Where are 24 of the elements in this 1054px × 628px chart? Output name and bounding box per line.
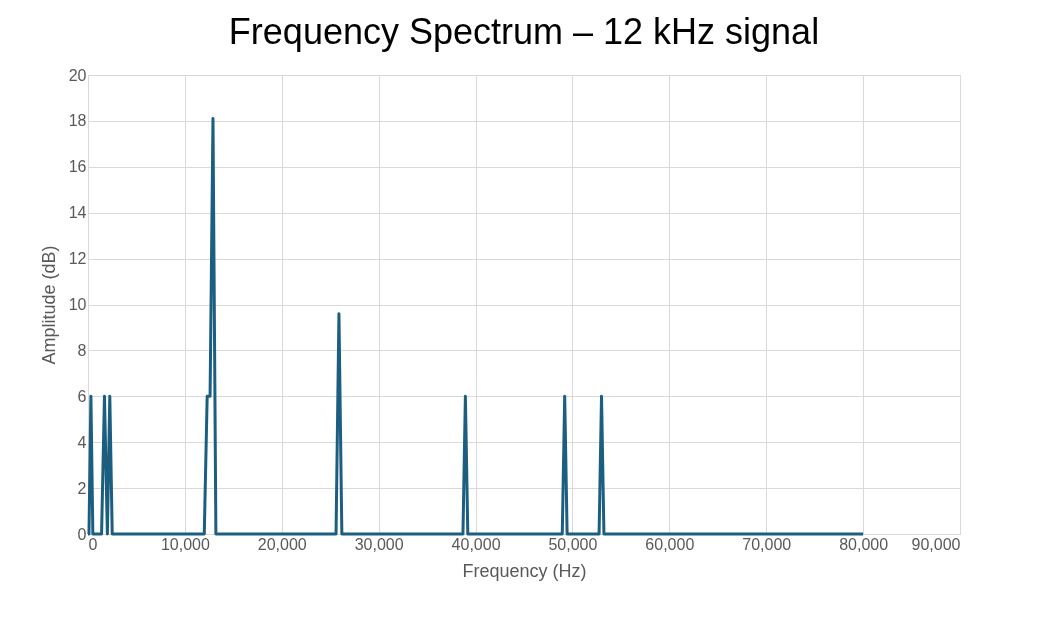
line-series: [86, 117, 865, 536]
x-tick-label: 10,000: [160, 535, 210, 553]
chart-title: Frequency Spectrum – 12 kHz signal: [228, 11, 820, 52]
y-tick-label: 14: [68, 204, 87, 222]
x-tick-label: 20,000: [257, 535, 307, 553]
y-tick-label: 6: [77, 387, 87, 405]
y-tick-label: 4: [77, 433, 87, 451]
x-tick-label: 60,000: [645, 535, 695, 553]
y-tick-label: 10: [68, 296, 87, 313]
x-tick-label: 80,000: [839, 535, 889, 553]
y-tick-label: 16: [68, 158, 87, 176]
y-tick-label: 20: [68, 66, 87, 84]
x-tick-label: 50,000: [548, 535, 598, 553]
y-tick-label: 8: [77, 341, 87, 359]
x-tick-label: 70,000: [742, 535, 792, 553]
y-tick-label: 2: [77, 479, 87, 497]
y-tick-label: 18: [68, 112, 87, 130]
y-axis-title: Amplitude (dB): [38, 245, 59, 365]
x-axis-title: Frequency (Hz): [462, 560, 587, 581]
x-tick-label: 30,000: [354, 535, 404, 553]
y-tick-label: 12: [68, 250, 87, 268]
x-tick-label: 0: [88, 535, 98, 553]
x-tick-label: 40,000: [451, 535, 501, 553]
x-tick-label: 90,000: [911, 535, 961, 553]
